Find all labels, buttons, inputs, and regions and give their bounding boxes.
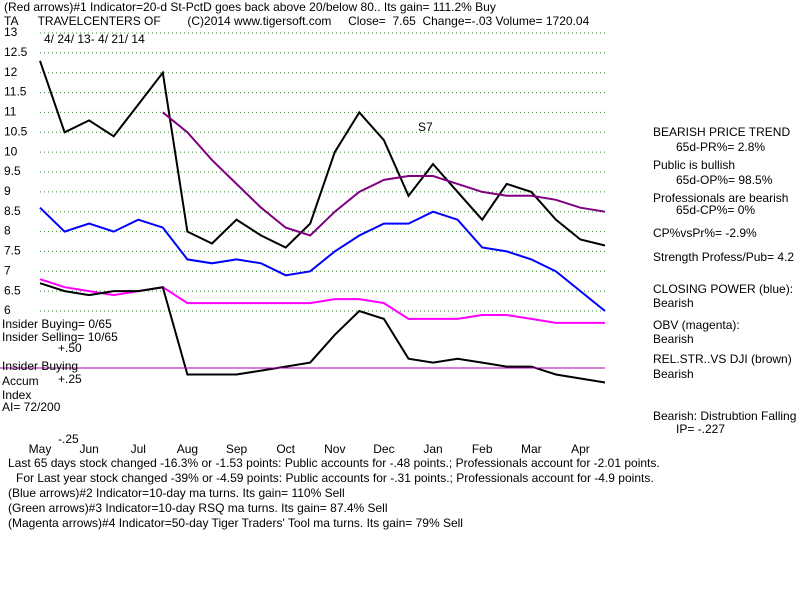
y-tick-label: 6.5: [4, 283, 21, 297]
x-tick-label: Mar: [521, 442, 542, 456]
annotation: Insider Selling= 10/65: [2, 330, 118, 344]
y-tick-label: 10: [4, 144, 18, 158]
header-line: (Red arrows)#1 Indicator=20-d St-PctD go…: [4, 0, 496, 14]
y-tick-label: 8: [4, 224, 11, 238]
side-note: Public is bullish: [653, 158, 735, 172]
x-tick-label: Feb: [472, 442, 493, 456]
annotation: S7: [418, 120, 433, 134]
y-tick-label: 12.5: [4, 45, 28, 59]
series-line: [39, 60, 606, 249]
y-tick-label: 12: [4, 65, 18, 79]
annotation: Accum: [2, 374, 39, 388]
side-note: Professionals are bearish: [653, 191, 788, 205]
series-line: [39, 282, 606, 384]
x-tick-label: Dec: [373, 442, 394, 456]
y-tick-label: 9: [4, 184, 11, 198]
annotation: Insider Buying= 0/65: [2, 317, 112, 331]
y-tick-label: 10.5: [4, 124, 28, 138]
date-range: 4/ 24/ 13- 4/ 21/ 14: [44, 32, 145, 46]
y-tick-label: 6: [4, 303, 11, 317]
annotation: -.25: [58, 432, 79, 446]
y-tick-label: 9.5: [4, 164, 21, 178]
y-tick-label: 7.5: [4, 244, 21, 258]
side-note: 65d-CP%= 0%: [676, 203, 755, 217]
annotation: Insider Buying: [2, 359, 78, 373]
side-note: CP%vsPr%= -2.9%: [653, 226, 757, 240]
x-tick-label: Sep: [226, 442, 248, 456]
series-line: [39, 206, 606, 312]
footer-line: (Blue arrows)#2 Indicator=10-day ma turn…: [8, 486, 345, 500]
footer-line: For Last year stock changed -39% or -4.5…: [16, 471, 654, 485]
side-note: BEARISH PRICE TREND: [653, 125, 790, 139]
y-tick-label: 7: [4, 263, 11, 277]
side-note: REL.STR..VS DJI (brown): [653, 352, 792, 366]
side-note: Bearish: [653, 367, 694, 381]
side-note: Bearish: [653, 332, 694, 346]
y-tick-label: 8.5: [4, 204, 21, 218]
side-note: 65d-PR%= 2.8%: [676, 140, 765, 154]
y-tick-label: 11.5: [4, 85, 27, 99]
footer-line: (Green arrows)#3 Indicator=10-day RSQ ma…: [8, 501, 388, 515]
side-note: CLOSING POWER (blue):: [653, 282, 793, 296]
x-tick-label: Jul: [131, 442, 146, 456]
x-tick-label: May: [29, 442, 52, 456]
side-note: Bearish: Distrubtion Falling: [653, 409, 796, 423]
footer-line: Last 65 days stock changed -16.3% or -1.…: [8, 456, 660, 470]
series-line: [39, 278, 605, 324]
side-note: 65d-OP%= 98.5%: [676, 173, 773, 187]
y-tick-label: 11: [4, 105, 17, 119]
annotation: +.50: [58, 341, 82, 355]
side-note: OBV (magenta):: [653, 318, 740, 332]
annotation: Index: [2, 388, 31, 402]
x-tick-label: Oct: [276, 442, 295, 456]
header-line: TA TRAVELCENTERS OF (C)2014 www.tigersof…: [4, 14, 590, 28]
x-tick-label: Aug: [177, 442, 198, 456]
side-note: Bearish: [653, 296, 694, 310]
annotation: AI= 72/200: [2, 400, 61, 414]
side-note: IP= -.227: [676, 422, 725, 436]
side-note: Strength Profess/Pub= 4.2: [653, 250, 794, 264]
x-tick-label: Jun: [79, 442, 98, 456]
y-tick-label: 13: [4, 25, 18, 39]
footer-line: (Magenta arrows)#4 Indicator=50-day Tige…: [8, 516, 463, 530]
x-tick-label: Apr: [571, 442, 590, 456]
annotation: +.25: [58, 372, 82, 386]
x-tick-label: Jan: [423, 442, 442, 456]
series-line: [162, 111, 606, 237]
x-tick-label: Nov: [324, 442, 345, 456]
